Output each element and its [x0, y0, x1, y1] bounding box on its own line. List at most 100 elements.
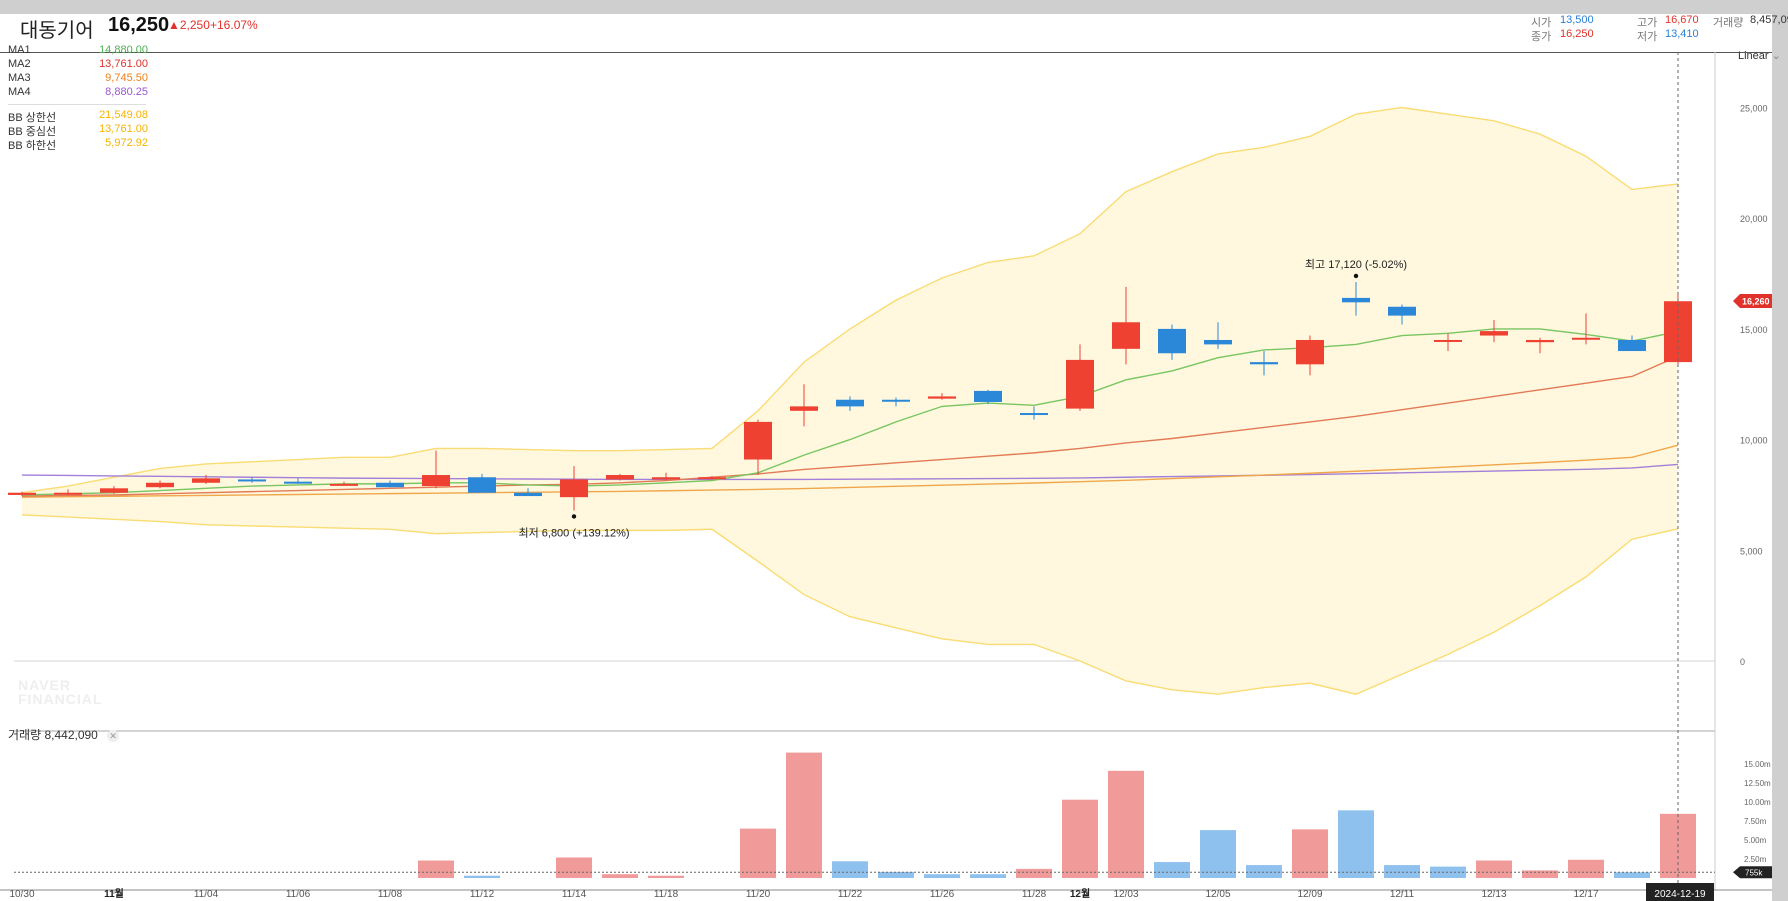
date-tick-label: 12/05: [1205, 889, 1230, 900]
legend-value: 9,745.50: [105, 72, 148, 84]
legend-name: MA3: [8, 72, 31, 84]
annotation-dot: [571, 514, 577, 519]
volume-tick-label: 12.50m: [1744, 779, 1771, 788]
candle-body: [1618, 339, 1646, 352]
candle-body: [422, 475, 450, 487]
volume-bar: [556, 857, 592, 878]
close-icon[interactable]: ✕: [107, 730, 120, 742]
current-price-tag: [1733, 294, 1772, 309]
volume-bar: [464, 875, 500, 878]
volume-tick-label: 15.00m: [1744, 760, 1771, 769]
legend-bb-upper: BB 상한선 21,549.08: [8, 109, 148, 124]
volume-bar: [1062, 799, 1098, 878]
volume-bar: [648, 875, 684, 878]
date-tick-label: 12/13: [1481, 889, 1506, 900]
legend-name: BB 중심선: [8, 126, 57, 138]
legend-name: BB 하한선: [8, 140, 57, 152]
date-tick-label: 12/09: [1297, 889, 1322, 900]
candle-body: [284, 481, 312, 484]
volume-bar: [786, 752, 822, 878]
ma3-line: [21, 444, 1679, 498]
candle-body: [54, 492, 82, 495]
high-label: 고가: [1637, 17, 1658, 29]
volume-tick-label: 7.50m: [1744, 817, 1767, 826]
volume-bar: [1568, 859, 1604, 878]
bb-upper-line: [21, 106, 1679, 494]
legend-value: 13,761.00: [99, 58, 148, 70]
legend-name: MA4: [8, 86, 31, 98]
volume-bar: [1522, 870, 1558, 878]
ma1-line: [21, 328, 1679, 496]
current-price: 16,250: [108, 14, 170, 36]
legend-value: 5,972.92: [105, 137, 148, 149]
candle-body: [1250, 362, 1278, 365]
candle-body: [376, 482, 404, 488]
legend-value: 21,549.08: [99, 109, 148, 121]
candle-body: [8, 492, 36, 495]
volume-title-value: 8,442,090: [44, 728, 98, 742]
candle-body: [1020, 413, 1048, 416]
legend-ma2: MA2 13,761.00: [8, 58, 148, 72]
legend-name: BB 상한선: [8, 112, 57, 124]
stock-header: 대동기어 16,250 ▲2,250 +16.07% 시가 13,500 고가 …: [0, 14, 1788, 53]
candle-body: [1572, 337, 1600, 340]
price-tick-label: 15,000: [1740, 325, 1768, 335]
candle-body: [1434, 339, 1462, 342]
volume-tick-label: 2.50m: [1744, 855, 1767, 864]
candle-body: [652, 477, 680, 480]
date-tick-label: 11/12: [470, 889, 495, 900]
open-label: 시가: [1531, 17, 1552, 29]
chevron-down-icon: ⌄: [1771, 50, 1781, 62]
volume-bar: [1108, 770, 1144, 878]
volume-bar: [1476, 860, 1512, 878]
ma4-line: [21, 463, 1679, 481]
candle-body: [882, 399, 910, 402]
legend-divider: [8, 104, 146, 105]
candle-body: [1526, 339, 1554, 343]
candle-body: [974, 390, 1002, 402]
volume-bar: [1614, 872, 1650, 878]
volume-bar: [1338, 810, 1374, 878]
scale-mode-dropdown[interactable]: Linear ⌄: [1738, 49, 1781, 62]
date-tick-label: 11/14: [562, 889, 587, 900]
candle-body: [560, 479, 588, 498]
date-tick-label: 11/08: [378, 889, 403, 900]
date-tick-label: 11/22: [838, 889, 863, 900]
candle-body: [1204, 339, 1232, 345]
price-tick-label: 25,000: [1740, 104, 1768, 114]
candle-body: [1342, 297, 1370, 303]
candle-body: [836, 399, 864, 407]
price-change-percent: +16.07%: [210, 18, 258, 32]
volume-label: 거래량: [1713, 17, 1744, 29]
price-tick-label: 5,000: [1740, 546, 1763, 556]
date-tick-label: 11/20: [746, 889, 771, 900]
volume-tick-label: 10.00m: [1744, 798, 1771, 807]
legend-value: 13,761.00: [99, 123, 148, 135]
candle-body: [468, 477, 496, 493]
legend-ma1: MA1 14,880.00: [8, 44, 148, 58]
current-price-tag-label: 16,260: [1742, 297, 1770, 307]
annotation-label: 최고 17,120 (-5.02%): [1305, 258, 1407, 271]
candle-body: [1296, 339, 1324, 365]
close-label: 종가: [1531, 31, 1552, 43]
price-tick-label: 20,000: [1740, 214, 1768, 224]
indicator-legend: MA1 14,880.00 MA2 13,761.00 MA3 9,745.50 MA…: [8, 44, 148, 152]
high-value: 16,670: [1665, 14, 1699, 26]
candle-body: [744, 421, 772, 460]
date-tick-label: 11/04: [194, 889, 219, 900]
volume-panel-title: 거래량 8,442,090 ✕: [8, 726, 120, 743]
date-tick-label: 12/03: [1113, 889, 1138, 900]
volume-bar: [740, 828, 776, 878]
candle-body: [606, 475, 634, 480]
crosshair-date-box: [1646, 883, 1714, 901]
crosshair-date-label: 2024-12-19: [1654, 889, 1706, 900]
date-tick-label: 11/06: [286, 889, 311, 900]
legend-ma3: MA3 9,745.50: [8, 72, 148, 86]
legend-ma4: MA4 8,880.25: [8, 86, 148, 100]
candle-body: [698, 477, 726, 480]
volume-bar: [418, 860, 454, 878]
candle-body: [1480, 331, 1508, 336]
volume-bar: [1016, 868, 1052, 878]
scale-mode-label: Linear: [1738, 50, 1769, 62]
